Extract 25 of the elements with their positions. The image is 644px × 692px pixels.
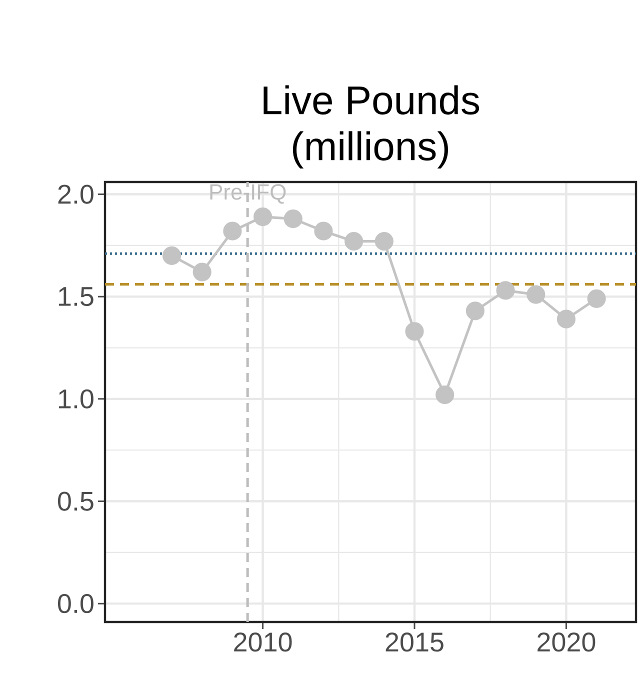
point bbox=[436, 386, 454, 404]
chart-title: Live Pounds (millions) bbox=[264, 85, 480, 168]
y-tick-label: 2.0 bbox=[58, 184, 94, 204]
point bbox=[587, 289, 606, 308]
y-tick-label: 0.0 bbox=[58, 594, 94, 614]
x-tick-label: 2015 bbox=[386, 632, 444, 652]
x-tick-label: 2020 bbox=[538, 632, 596, 652]
point bbox=[344, 232, 364, 251]
point bbox=[284, 210, 302, 228]
point bbox=[526, 285, 546, 304]
point bbox=[314, 222, 333, 240]
point bbox=[162, 246, 182, 265]
ref-line-label: Pre-IFQ bbox=[210, 184, 286, 204]
point bbox=[192, 262, 212, 282]
point bbox=[556, 310, 576, 328]
point bbox=[496, 281, 515, 300]
point bbox=[466, 302, 484, 320]
y-tick-label: 0.5 bbox=[58, 492, 94, 511]
point bbox=[223, 222, 242, 240]
y-tick-label: 1.5 bbox=[59, 287, 94, 306]
point bbox=[253, 207, 272, 226]
x-tick-label: 2010 bbox=[234, 632, 292, 652]
point bbox=[405, 322, 424, 341]
point bbox=[374, 232, 394, 251]
y-tick-label: 1.0 bbox=[59, 389, 94, 408]
